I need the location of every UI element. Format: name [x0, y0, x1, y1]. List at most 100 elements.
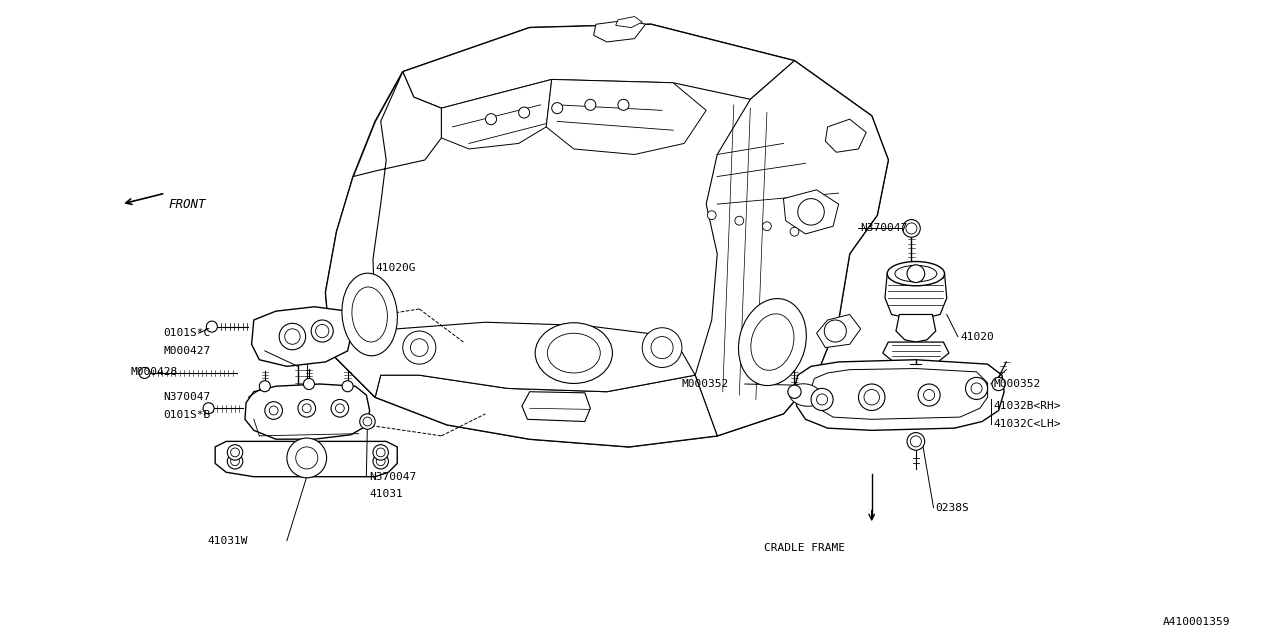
Polygon shape: [826, 119, 867, 152]
Text: 0101S*B: 0101S*B: [164, 410, 211, 420]
Circle shape: [376, 457, 385, 466]
Polygon shape: [547, 79, 707, 154]
Circle shape: [230, 457, 239, 466]
Circle shape: [228, 445, 243, 460]
Text: 0238S: 0238S: [936, 502, 969, 513]
Circle shape: [302, 404, 311, 413]
Polygon shape: [695, 61, 888, 436]
Circle shape: [918, 384, 940, 406]
Circle shape: [618, 99, 628, 110]
Circle shape: [411, 339, 428, 356]
Circle shape: [908, 265, 924, 282]
Circle shape: [735, 216, 744, 225]
Circle shape: [316, 324, 329, 338]
Text: FRONT: FRONT: [169, 198, 206, 211]
Circle shape: [972, 383, 982, 394]
Circle shape: [376, 448, 385, 457]
Text: M000428: M000428: [131, 367, 178, 377]
Circle shape: [296, 447, 317, 469]
Circle shape: [140, 367, 150, 378]
Ellipse shape: [548, 333, 600, 373]
Circle shape: [360, 414, 375, 429]
Circle shape: [372, 454, 388, 469]
Circle shape: [372, 445, 388, 460]
Circle shape: [864, 390, 879, 405]
Circle shape: [965, 378, 988, 399]
Circle shape: [303, 378, 315, 390]
Text: 41031W: 41031W: [207, 536, 248, 546]
Text: CRADLE FRAME: CRADLE FRAME: [764, 543, 845, 554]
Circle shape: [518, 107, 530, 118]
Text: N370047: N370047: [370, 472, 417, 482]
Ellipse shape: [887, 262, 945, 286]
Polygon shape: [215, 442, 397, 477]
Circle shape: [335, 404, 344, 413]
Polygon shape: [594, 20, 645, 42]
Circle shape: [763, 222, 772, 230]
Text: 41032C<LH>: 41032C<LH>: [993, 419, 1061, 429]
Circle shape: [552, 102, 563, 114]
Circle shape: [824, 320, 846, 342]
Circle shape: [585, 99, 596, 110]
Circle shape: [265, 402, 283, 419]
Ellipse shape: [352, 287, 388, 342]
Circle shape: [230, 448, 239, 457]
Circle shape: [298, 399, 316, 417]
Polygon shape: [244, 384, 370, 439]
Text: A410001359: A410001359: [1162, 617, 1230, 627]
Circle shape: [332, 399, 348, 417]
Text: M000352: M000352: [682, 379, 730, 389]
Ellipse shape: [535, 323, 612, 383]
Text: 41032B<RH>: 41032B<RH>: [993, 401, 1061, 411]
Polygon shape: [809, 369, 988, 419]
Polygon shape: [884, 274, 947, 320]
Circle shape: [485, 114, 497, 125]
Circle shape: [260, 381, 270, 392]
Circle shape: [902, 220, 920, 237]
Circle shape: [342, 381, 353, 392]
Text: N370047: N370047: [860, 223, 908, 234]
Circle shape: [859, 384, 884, 410]
Ellipse shape: [895, 266, 937, 282]
Text: 41020: 41020: [960, 332, 993, 342]
Circle shape: [652, 337, 673, 358]
Circle shape: [908, 433, 924, 450]
Circle shape: [992, 378, 1005, 390]
Polygon shape: [332, 322, 695, 397]
Circle shape: [790, 227, 799, 236]
Circle shape: [788, 385, 801, 398]
Polygon shape: [795, 360, 1004, 430]
Circle shape: [206, 321, 218, 332]
Polygon shape: [783, 190, 838, 234]
Polygon shape: [403, 24, 795, 108]
Polygon shape: [817, 314, 860, 348]
Text: 0101S*C: 0101S*C: [164, 328, 211, 339]
Polygon shape: [252, 307, 353, 366]
Circle shape: [797, 198, 824, 225]
Polygon shape: [325, 72, 442, 397]
Text: M000352: M000352: [993, 379, 1041, 389]
Polygon shape: [896, 314, 936, 342]
Circle shape: [906, 223, 916, 234]
Circle shape: [812, 388, 833, 410]
Circle shape: [924, 390, 934, 401]
Circle shape: [284, 329, 300, 344]
Text: N370047: N370047: [164, 392, 211, 403]
Circle shape: [910, 436, 922, 447]
Polygon shape: [616, 17, 643, 28]
Circle shape: [403, 331, 436, 364]
Polygon shape: [375, 375, 717, 447]
Polygon shape: [442, 79, 552, 149]
Text: M000427: M000427: [164, 346, 211, 356]
Circle shape: [204, 403, 214, 414]
Polygon shape: [325, 24, 888, 447]
Ellipse shape: [751, 314, 794, 371]
Circle shape: [279, 323, 306, 350]
Text: 41031: 41031: [370, 490, 403, 499]
Polygon shape: [522, 392, 590, 422]
Circle shape: [817, 394, 828, 405]
Circle shape: [364, 417, 372, 426]
Text: 41020G: 41020G: [375, 262, 416, 273]
Ellipse shape: [739, 299, 806, 385]
Ellipse shape: [788, 384, 822, 406]
